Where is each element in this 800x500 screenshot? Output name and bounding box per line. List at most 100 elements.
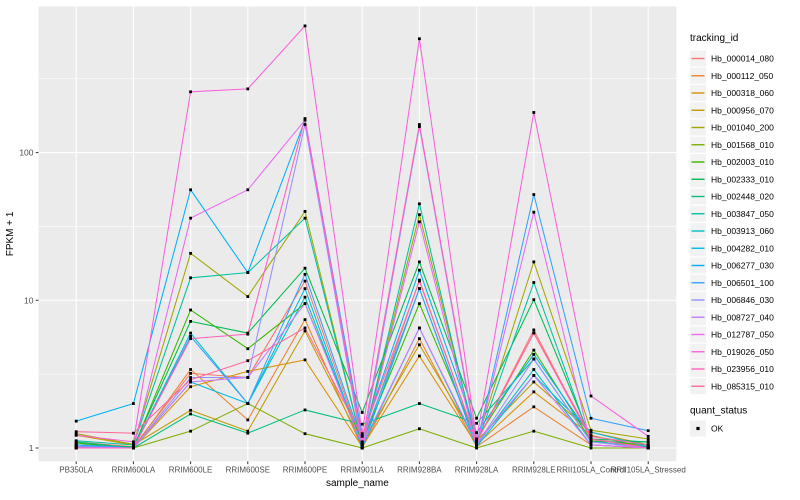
data-point <box>303 302 307 305</box>
data-point <box>189 408 192 412</box>
legend-item-label: Hb_019026_050 <box>711 347 774 357</box>
data-point <box>303 118 307 122</box>
data-point <box>418 402 421 405</box>
data-point <box>418 260 421 264</box>
data-point <box>189 385 192 389</box>
legend-item-label: Hb_001040_200 <box>711 123 774 133</box>
data-point <box>418 268 421 272</box>
data-point <box>532 260 536 264</box>
data-point <box>532 348 536 352</box>
data-point <box>189 216 192 220</box>
data-point <box>646 437 650 441</box>
data-point <box>189 251 192 255</box>
data-point <box>475 421 478 425</box>
legend-item: Hb_000956_070 <box>690 102 774 119</box>
data-point <box>646 440 650 444</box>
data-point <box>475 416 478 420</box>
data-point <box>532 193 536 196</box>
data-point <box>646 446 650 450</box>
legend2-title: quant_status <box>690 406 747 417</box>
legend-item-label: Hb_006277_030 <box>711 261 774 271</box>
data-point <box>303 209 307 213</box>
legend-item-quant: OK <box>690 420 724 437</box>
data-point <box>189 378 192 382</box>
data-points <box>74 24 650 450</box>
x-axis-title: sample_name <box>326 478 389 489</box>
data-point <box>189 308 192 312</box>
data-point <box>189 376 192 379</box>
data-point <box>532 429 536 433</box>
data-point <box>74 430 78 434</box>
data-point <box>303 216 307 220</box>
data-point <box>589 430 593 434</box>
data-point <box>532 353 536 356</box>
panel-background <box>38 6 677 462</box>
data-point <box>246 359 250 363</box>
data-point <box>303 272 307 276</box>
data-point <box>246 87 250 91</box>
legend-item-label: Hb_002448_020 <box>711 192 774 202</box>
data-point <box>132 440 135 444</box>
data-point <box>246 402 250 405</box>
legend-item-label: Hb_003913_060 <box>711 226 774 236</box>
data-point <box>532 390 536 394</box>
data-point <box>532 281 536 284</box>
data-point <box>532 111 536 114</box>
data-point <box>589 428 593 432</box>
data-point <box>246 347 250 351</box>
data-point <box>475 445 478 449</box>
legend-item: Hb_023956_010 <box>690 361 774 377</box>
data-point <box>246 271 250 275</box>
data-point <box>303 266 307 270</box>
data-point <box>303 279 307 283</box>
x-tick-label: RRIM600LA <box>112 465 156 474</box>
legend-item-label: Hb_001568_010 <box>711 140 774 150</box>
data-point <box>418 337 421 341</box>
data-point <box>589 416 593 420</box>
data-point <box>532 374 536 377</box>
data-point <box>303 408 307 412</box>
legend-item-label: Hb_003847_050 <box>711 209 774 219</box>
data-point <box>246 370 250 373</box>
x-tick-label: RRII105LA_Control <box>556 465 626 474</box>
data-point <box>360 445 364 449</box>
data-point <box>360 411 364 414</box>
data-point <box>303 432 307 436</box>
data-point <box>532 328 536 332</box>
data-point <box>74 439 78 443</box>
data-point <box>303 24 307 28</box>
x-tick-label: RRIM928BA <box>397 465 442 474</box>
x-tick-label: RRIM928LA <box>455 465 499 474</box>
x-tick-label: PB350LA <box>59 465 93 474</box>
legend-item: Hb_001040_200 <box>690 119 774 136</box>
data-point <box>418 213 421 217</box>
legend-item-label: Hb_002333_010 <box>711 174 774 184</box>
legend-item: Hb_006846_030 <box>690 292 774 308</box>
legend-title: tracking_id <box>690 33 738 44</box>
data-point <box>475 443 478 447</box>
legend-item-label: Hb_004282_010 <box>711 243 774 253</box>
data-point <box>246 429 250 433</box>
legend-item: Hb_008727_040 <box>690 309 774 326</box>
data-point <box>418 125 421 128</box>
legend-item: Hb_002448_020 <box>690 188 774 205</box>
data-point <box>246 376 250 379</box>
data-point <box>189 334 192 338</box>
x-tick-label: RRIM600LE <box>169 465 213 474</box>
legend-item-label: Hb_000318_060 <box>711 88 774 98</box>
data-point <box>246 418 250 422</box>
legend-item-label: Hb_006846_030 <box>711 295 774 305</box>
legend-item: Hb_000318_060 <box>690 85 774 101</box>
legend-item: Hb_001568_010 <box>690 136 774 153</box>
legend: tracking_id Hb_000014_080 Hb_000112_050 Hb_… <box>690 33 774 437</box>
data-point <box>475 431 478 435</box>
data-point <box>589 440 593 444</box>
legend-item-label: Hb_012787_050 <box>711 330 774 340</box>
data-point <box>418 354 421 358</box>
data-point <box>589 394 593 398</box>
data-point <box>589 437 593 441</box>
data-point <box>189 331 192 335</box>
data-point <box>132 443 135 447</box>
data-point <box>74 446 78 450</box>
x-tick-label: RRIM600PE <box>283 465 327 474</box>
